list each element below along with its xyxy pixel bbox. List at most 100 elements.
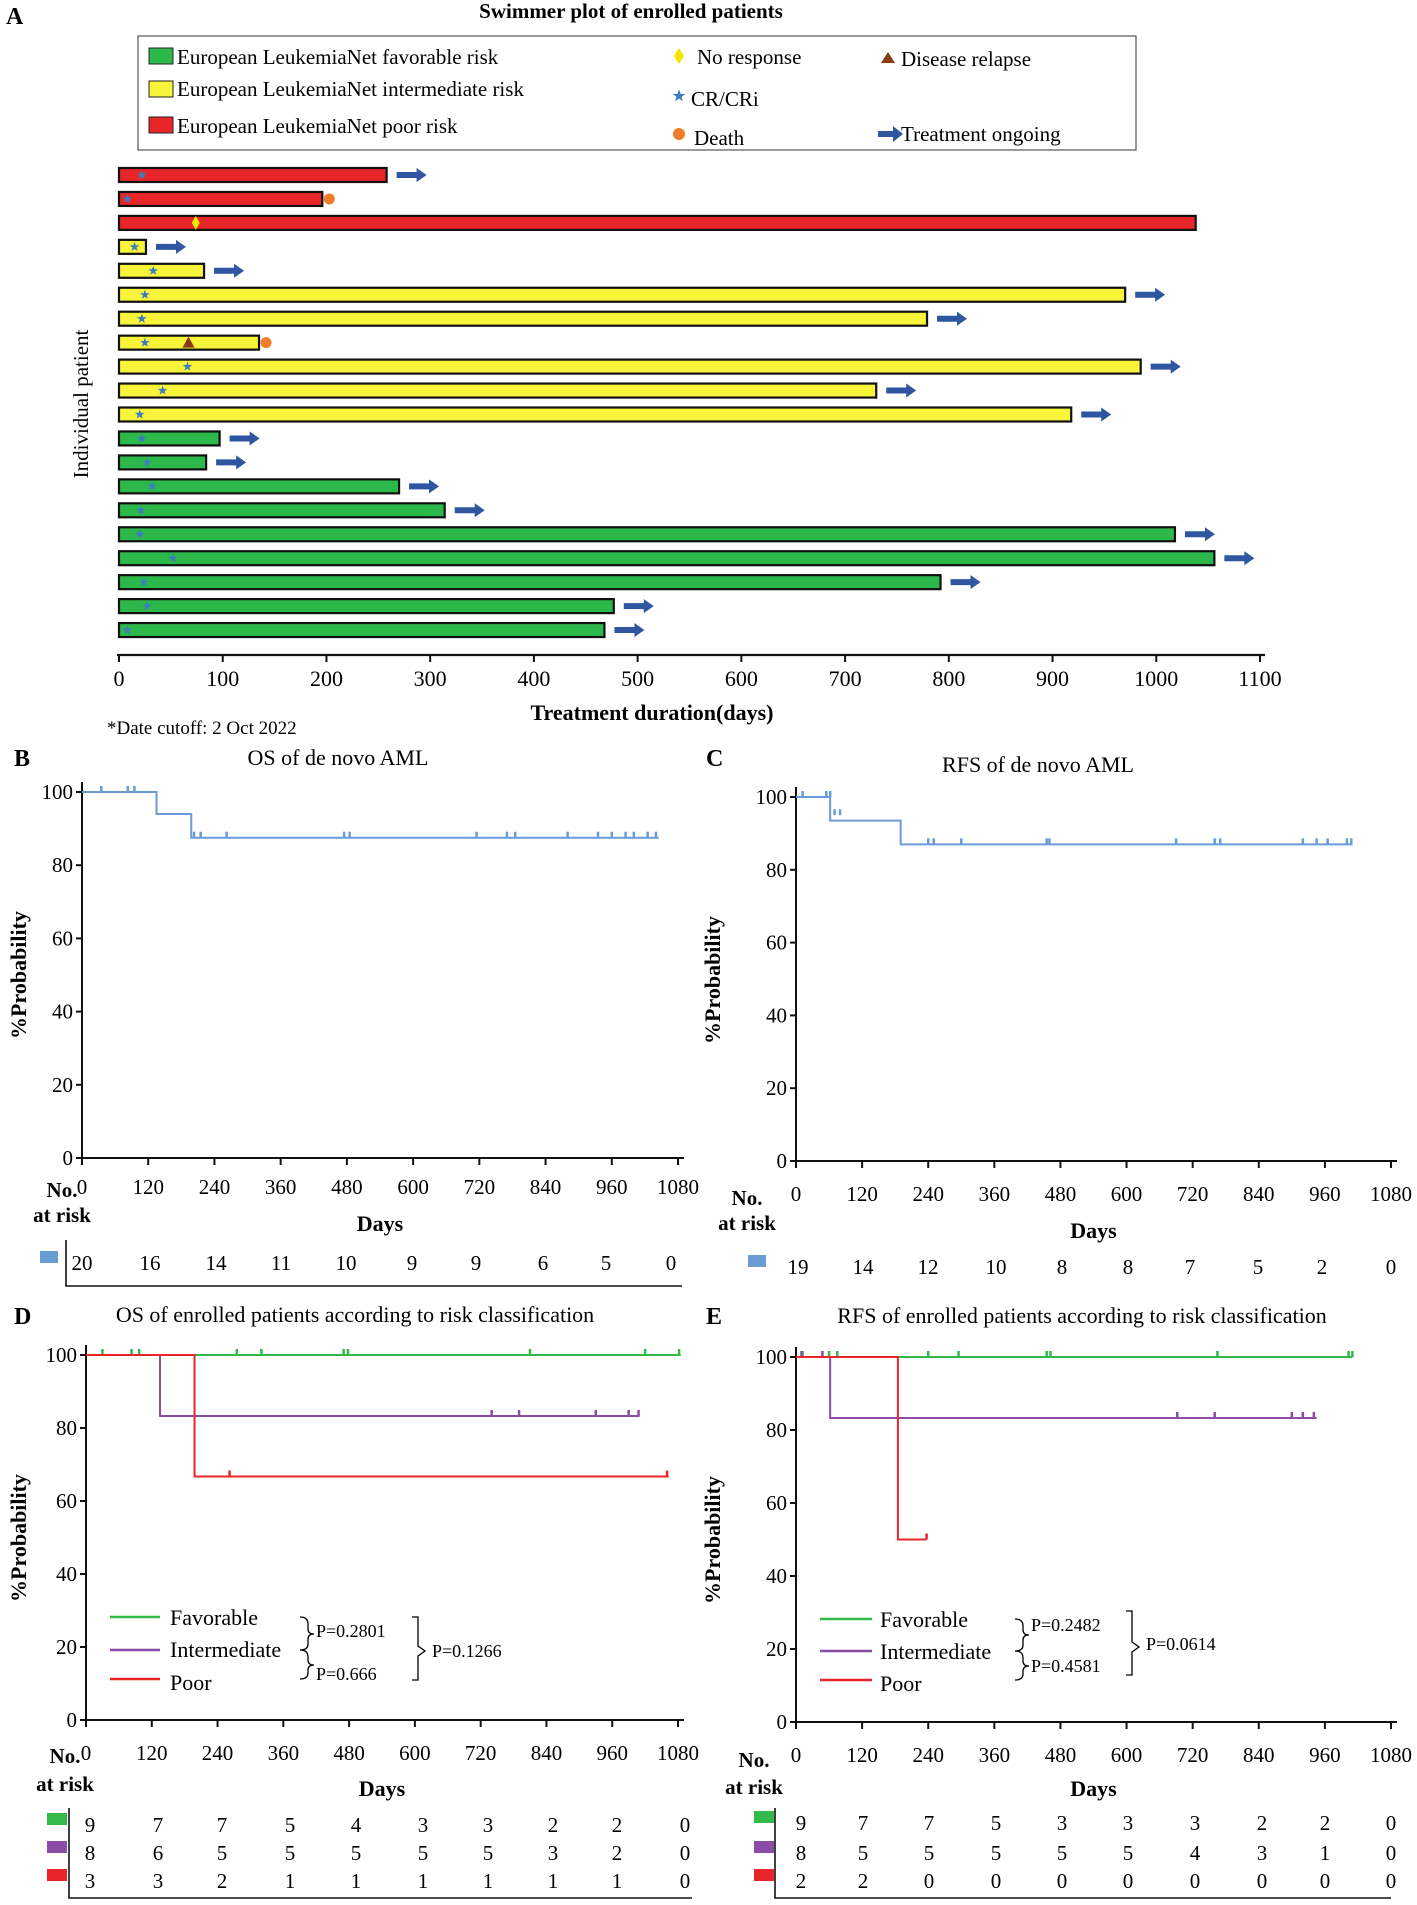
patient-row [117, 526, 1215, 543]
risk-count: 3 [85, 1869, 96, 1893]
pvalue-bracket-3 [412, 1616, 427, 1681]
patient-row [117, 382, 917, 399]
km-curve-all [796, 796, 1353, 846]
ongoing-arrow [216, 455, 247, 470]
y-tick-label: 100 [756, 1345, 788, 1369]
patient-bar [117, 502, 446, 519]
x-tick-label: 960 [596, 1175, 628, 1199]
cr-marker [122, 193, 133, 204]
x-tick-label: 720 [465, 1741, 497, 1765]
legend-cr-icon [672, 89, 686, 102]
swimmer-plot: Individual patient Treatment duration(da… [69, 166, 1282, 739]
x-tick-label: 840 [531, 1741, 563, 1765]
ongoing-arrow [950, 575, 981, 590]
ongoing-arrow [409, 479, 440, 494]
risk-row-swatch [47, 1813, 67, 1825]
x-tick-label: 840 [1243, 1743, 1275, 1767]
panel-title: RFS of enrolled patients according to ri… [837, 1303, 1326, 1328]
risk-count: 3 [1057, 1811, 1068, 1835]
x-tick-label: 240 [199, 1175, 231, 1199]
y-tick-label: 100 [42, 780, 74, 804]
pvalue-bracket-2 [299, 1649, 315, 1680]
patient-bar [117, 382, 878, 399]
risk-count: 2 [612, 1813, 623, 1837]
patient-row [117, 502, 485, 519]
legend-label-relapse: Disease relapse [901, 47, 1031, 71]
y-tick-label: 80 [52, 853, 73, 877]
cr-marker [136, 433, 147, 443]
patient-bar [117, 526, 1177, 543]
legend-label-death: Death [694, 126, 745, 150]
x-tick-label: 600 [1111, 1182, 1143, 1206]
pvalue-bracket-2 [1014, 1650, 1030, 1681]
risk-count: 5 [1253, 1255, 1264, 1279]
patient-row [117, 310, 968, 327]
risk-count: 3 [1123, 1811, 1134, 1835]
risk-count: 5 [351, 1841, 362, 1865]
patient-bar [117, 550, 1216, 567]
y-axis-label: %Probability [6, 911, 31, 1039]
x-tick-label: 1000 [1134, 666, 1178, 691]
risk-count: 3 [1257, 1841, 1268, 1865]
legend-swatch-poor [148, 116, 174, 134]
x-tick-label: 480 [333, 1741, 365, 1765]
risk-count: 20 [72, 1251, 93, 1275]
x-tick-label: 0 [791, 1743, 802, 1767]
risk-table-frame [68, 1808, 692, 1899]
ongoing-arrow [1224, 551, 1255, 566]
panel-c-label: C [706, 746, 723, 772]
risk-count: 14 [853, 1255, 875, 1279]
ongoing-arrow [214, 263, 245, 278]
risk-count: 1 [548, 1869, 559, 1893]
legend-label-poor: European LeukemiaNet poor risk [177, 114, 458, 138]
risk-count: 9 [85, 1813, 96, 1837]
x-tick-label: 1100 [1238, 666, 1281, 691]
risk-row-swatch [754, 1811, 774, 1823]
pvalue-bracket-1 [299, 1616, 315, 1651]
legend-label-favorable: European LeukemiaNet favorable risk [177, 45, 499, 69]
y-tick-label: 20 [56, 1635, 77, 1659]
cr-marker [134, 529, 145, 539]
panel-title: RFS of de novo AML [942, 752, 1134, 777]
legend-label-int: Intermediate [170, 1637, 281, 1662]
risk-heading-line1: No. [732, 1186, 763, 1210]
x-tick-label: 1080 [657, 1741, 699, 1765]
risk-count: 2 [796, 1869, 807, 1893]
x-tick-label: 200 [310, 666, 343, 691]
risk-table-frame [774, 1808, 1391, 1899]
x-tick-label: 720 [464, 1175, 496, 1199]
risk-count: 1 [483, 1869, 494, 1893]
risk-count: 9 [407, 1251, 418, 1275]
risk-count: 9 [796, 1811, 807, 1835]
patient-row [117, 574, 981, 591]
x-tick-label: 600 [399, 1741, 431, 1765]
patient-bar [117, 358, 1142, 375]
swimmer-xlabel: Treatment duration(days) [530, 700, 773, 725]
ongoing-arrow [937, 311, 968, 326]
risk-count: 0 [1386, 1841, 1397, 1865]
x-axis-label: Days [1070, 1776, 1117, 1801]
legend-death-icon [673, 128, 685, 140]
relapse-marker [182, 336, 195, 348]
legend-noresp-icon [674, 48, 684, 64]
risk-count: 3 [153, 1869, 164, 1893]
risk-count: 8 [796, 1841, 807, 1865]
ongoing-arrow [454, 503, 485, 518]
cutoff-note: *Date cutoff: 2 Oct 2022 [107, 718, 297, 739]
y-tick-label: 20 [52, 1073, 73, 1097]
x-tick-label: 480 [1045, 1182, 1077, 1206]
patient-row [117, 190, 335, 208]
risk-count: 0 [1386, 1869, 1397, 1893]
no-response-marker [191, 215, 200, 230]
patient-row [117, 238, 186, 255]
pvalue-3: P=0.0614 [1146, 1634, 1216, 1654]
x-tick-label: 0 [791, 1182, 802, 1206]
ongoing-arrow [1184, 527, 1215, 542]
risk-count: 7 [924, 1811, 935, 1835]
risk-count: 5 [1123, 1841, 1134, 1865]
x-tick-label: 360 [268, 1741, 300, 1765]
risk-count: 7 [153, 1813, 164, 1837]
risk-table-frame [65, 1240, 682, 1287]
x-tick-label: 1080 [1370, 1743, 1412, 1767]
